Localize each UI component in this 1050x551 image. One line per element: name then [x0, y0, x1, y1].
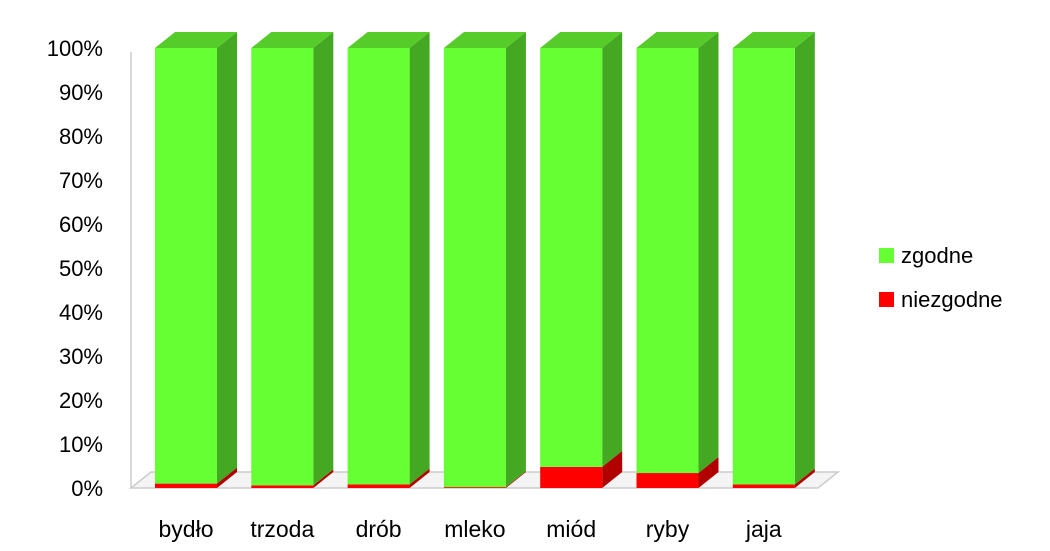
y-tick-label: 80%: [59, 124, 103, 149]
bar-top: [347, 32, 430, 48]
bars: [155, 32, 815, 488]
bar-segment: [443, 48, 506, 488]
x-category-labels: bydło trzoda drób mleko miód ryby jaja: [159, 516, 782, 542]
y-tick-labels: 0% 10% 20% 30% 40% 50% 60% 70% 80% 90% 100%: [47, 36, 103, 501]
bar-group: [636, 32, 719, 488]
bar-side: [217, 32, 237, 484]
bar-side: [217, 467, 237, 488]
x-category-label: ryby: [646, 516, 690, 542]
bar-segment: [636, 473, 699, 488]
bar-side: [698, 32, 719, 474]
bar-segment: [540, 48, 603, 467]
y-tick-label: 60%: [59, 212, 103, 237]
bar-top: [540, 32, 623, 48]
bar-segment: [732, 48, 795, 485]
legend-label: zgodne: [901, 243, 973, 268]
y-tick-label: 30%: [59, 344, 103, 369]
x-category-label: miód: [546, 516, 596, 542]
legend-swatch: [879, 248, 894, 263]
bar-group: [251, 32, 334, 488]
bar-segment: [540, 466, 603, 488]
bar-group: [347, 32, 430, 488]
bar-side: [602, 450, 623, 488]
bar-top: [732, 32, 815, 48]
bar-segment: [251, 485, 314, 488]
legend: zgodne niezgodne: [879, 243, 1003, 312]
bar-group: [155, 32, 237, 488]
y-tick-label: 10%: [59, 432, 103, 457]
bar-side: [409, 32, 430, 485]
legend-label: niezgodne: [901, 287, 1003, 312]
y-tick-label: 20%: [59, 388, 103, 413]
bar-top: [155, 32, 237, 48]
bar-side: [602, 32, 623, 467]
bar-side: [409, 468, 430, 488]
x-category-label: mleko: [444, 516, 505, 542]
bar-segment: [636, 48, 699, 474]
bar-group: [540, 32, 623, 488]
bar-segment: [443, 487, 506, 488]
bar-segment: [251, 48, 314, 486]
bar-segment: [347, 48, 410, 485]
bar-side: [794, 468, 815, 488]
bar-side: [505, 32, 526, 488]
bar-side: [313, 32, 334, 486]
bar-side: [313, 469, 334, 488]
bar-top: [636, 32, 719, 48]
bar-side: [794, 32, 815, 485]
y-tick-label: 100%: [47, 36, 103, 61]
bar-segment: [155, 483, 217, 488]
bar-segment: [347, 484, 410, 488]
legend-swatch: [879, 292, 894, 307]
bar-top: [251, 32, 334, 48]
y-tick-label: 40%: [59, 300, 103, 325]
y-tick-label: 0%: [71, 476, 103, 501]
bar-side: [505, 471, 526, 488]
y-tick-label: 70%: [59, 168, 103, 193]
bar-top: [443, 32, 526, 48]
bar-group: [732, 32, 815, 488]
bar-side: [698, 457, 719, 488]
y-tick-label: 90%: [59, 80, 103, 105]
bar-group: [443, 32, 526, 488]
x-category-label: bydło: [159, 516, 214, 542]
x-category-label: drób: [356, 516, 402, 542]
bar-segment: [732, 484, 795, 488]
bar-segment: [155, 48, 217, 484]
y-tick-label: 50%: [59, 256, 103, 281]
x-category-label: trzoda: [250, 516, 314, 542]
x-category-label: jaja: [745, 516, 782, 542]
